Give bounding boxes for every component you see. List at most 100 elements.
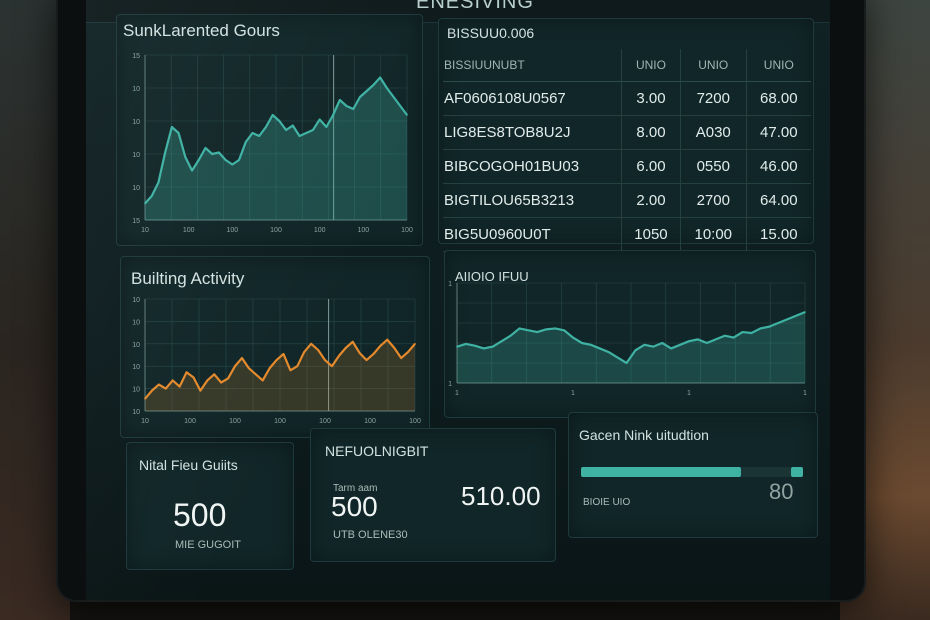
chart-2-point	[338, 355, 340, 357]
chart-1-series-line	[144, 76, 408, 205]
progress-fill	[581, 467, 741, 477]
chart-1-point	[392, 96, 395, 98]
chart-3-point	[527, 329, 530, 332]
chart-1-point	[271, 114, 274, 116]
chart-3-x-tick: 1	[455, 390, 459, 397]
chart-2-x-tick: 100	[364, 418, 376, 425]
chart-2-point	[199, 389, 202, 392]
chart-1-x-tick: 100	[357, 227, 369, 234]
column-header[interactable]: UNIO	[745, 49, 811, 82]
chart-3-plot: 1 1 1 111	[448, 281, 807, 397]
table-row[interactable]: BIGTILOU65B3213 2.00 2700 64.00	[443, 183, 811, 218]
table-cell: 15.00	[745, 217, 811, 252]
stat-card-1: Nital Fieu Guiits 500 MIE GUGOIT	[126, 442, 294, 570]
chart-2-point	[261, 379, 264, 382]
chart-3-point	[518, 327, 521, 330]
chart-3-y-tick: 1	[448, 281, 452, 288]
chart-3-point	[465, 343, 467, 345]
chart-2-point	[400, 357, 402, 359]
chart-2-point	[296, 365, 299, 367]
chart-1-point	[372, 84, 375, 86]
chart-1-point	[231, 163, 234, 166]
table-row[interactable]: LIG8ES8TOB8U2J 8.00 A030 47.00	[443, 115, 811, 150]
progress-caption: BIOIE UIO	[583, 497, 631, 508]
chart-3-point	[545, 328, 548, 331]
chart-2-point	[268, 367, 271, 370]
progress-title: Gacen Nink uitudtion	[579, 427, 709, 443]
chart-2-x-tick: 100	[184, 418, 196, 425]
table-cell: 2700	[679, 183, 747, 218]
chart-3-point	[679, 344, 681, 346]
table-cell: 68.00	[745, 81, 811, 116]
table-row[interactable]: BIBCOGOH01BU03 6.00 0550 46.00	[443, 149, 811, 184]
chart-3-point	[536, 331, 539, 333]
chart-1-point	[244, 141, 247, 143]
chart-2-y-tick: 10	[132, 297, 140, 304]
chart-3-point	[581, 342, 583, 344]
chart-3-point	[607, 351, 610, 353]
chart-2-x-tick: 100	[274, 418, 286, 425]
stat-1-caption: MIE GUGOIT	[175, 539, 241, 551]
chart-3-point	[795, 314, 797, 317]
chart-2-point	[206, 379, 209, 382]
chart-2-point	[275, 359, 278, 361]
chart-3-point	[634, 349, 637, 352]
chart-1-point	[224, 159, 227, 161]
chart-2-point	[317, 349, 319, 351]
chart-1-x-tick: 100	[270, 227, 282, 234]
chart-3-title: AIIOIO IFUU	[455, 269, 529, 284]
chart-2-point	[365, 359, 368, 361]
chart-2-area	[145, 339, 415, 411]
chart-1-point	[177, 132, 180, 134]
chart-1-x-tick: 10	[141, 227, 149, 234]
chart-2-title: Builting Activity	[131, 269, 245, 288]
chart-1-point	[352, 108, 355, 110]
chart-3-x-tick: 1	[571, 390, 575, 397]
chart-3-point	[482, 347, 485, 350]
chart-1-point	[365, 90, 368, 92]
chart-3-point	[590, 344, 592, 346]
column-header[interactable]: BISSIUUNUBT	[443, 49, 622, 82]
stat-1-title: Nital Fieu Guiits	[139, 457, 238, 473]
chart-3-point	[804, 311, 806, 313]
chart-3-point	[732, 336, 735, 339]
chart-2-x-tick: 100	[409, 418, 421, 425]
table-cell: 2.00	[621, 183, 681, 218]
table-cell: 3.00	[621, 81, 681, 116]
table-cell: 6.00	[621, 149, 681, 184]
chart-1-point	[406, 114, 408, 116]
table-row[interactable]: AF0606108U0567 3.00 7200 68.00	[443, 81, 811, 116]
chart-2-y-tick: 10	[132, 364, 140, 371]
chart-1-point	[184, 156, 187, 158]
chart-1-point	[157, 181, 160, 184]
chart-panel-1: SunkLarented Gours 10 100 100 100 100 100 100 1…	[116, 14, 423, 246]
table-header-row: BISSIUUNUBT UNIO UNIO UNIO	[443, 49, 811, 82]
chart-2-y-tick: 10	[132, 387, 140, 394]
stat-2-value-label: Tarm aam	[333, 483, 378, 494]
column-header[interactable]: UNIO	[679, 49, 747, 82]
chart-1-point	[191, 169, 193, 172]
chart-1-point	[291, 124, 294, 127]
table-row[interactable]: BIG5U0960U0T 1050 10:00 15.00	[443, 217, 811, 252]
chart-2-x-tick: 10	[141, 418, 149, 425]
progress-track	[581, 467, 803, 477]
chart-1-point	[399, 105, 402, 107]
chart-1-point	[359, 96, 361, 98]
chart-3-series-line	[456, 311, 806, 365]
dashboard-screen: ENESIVING SunkLarented Gours 10 100 100 100…	[86, 0, 830, 600]
table-cell: 8.00	[621, 115, 681, 150]
chart-1-point	[386, 87, 388, 89]
column-header[interactable]: UNIO	[621, 49, 681, 82]
chart-2-point	[358, 352, 361, 354]
chart-2-point	[351, 340, 354, 343]
chart-3-point	[670, 347, 672, 350]
chart-3-point	[491, 345, 494, 348]
chart-3-point	[500, 340, 503, 342]
chart-3-point	[661, 342, 664, 344]
chart-1-point	[171, 126, 173, 128]
table-cell: BIBCOGOH01BU03	[443, 149, 622, 184]
chart-1-point	[305, 132, 308, 134]
chart-2-point	[303, 351, 306, 353]
table-cell: BIG5U0960U0T	[443, 217, 622, 252]
chart-1-point	[332, 114, 334, 116]
